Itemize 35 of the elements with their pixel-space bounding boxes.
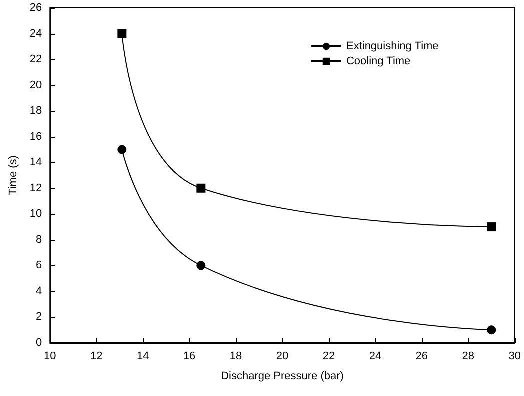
point (118, 29, 127, 38)
x-tick-label: 28 (462, 350, 475, 362)
x-axis-title: Discharge Pressure (bar) (221, 370, 344, 382)
x-tick-label: 16 (183, 350, 196, 362)
x-tick-label: 26 (416, 350, 428, 362)
y-tick-label: 24 (30, 28, 42, 40)
legend-label: Extinguishing Time (346, 40, 439, 52)
y-tick-label: 12 (30, 182, 42, 194)
point (487, 326, 496, 335)
y-axis-title: Time (s) (8, 156, 20, 196)
x-tick-label: 14 (136, 350, 150, 362)
y-tick-label: 10 (30, 208, 42, 220)
x-tick-label: 18 (230, 350, 242, 362)
x-tick-label: 10 (44, 350, 56, 362)
legend-label: Cooling Time (346, 56, 411, 68)
point (196, 261, 206, 270)
y-tick-label: 26 (30, 2, 42, 14)
point (487, 222, 496, 232)
x-tick-label: 12 (90, 350, 103, 362)
x-tick-label: 20 (276, 350, 289, 362)
y-tick-label: 14 (30, 156, 42, 169)
y-tick-label: 8 (36, 234, 42, 246)
y-tick-label: 20 (30, 79, 42, 92)
y-tick-label: 22 (30, 54, 42, 66)
x-tick-label: 30 (508, 350, 522, 362)
y-tick-label: 6 (36, 260, 42, 272)
y-tick-label: 16 (30, 130, 42, 143)
x-tick-label: 24 (369, 350, 382, 362)
y-tick-label: 2 (36, 311, 42, 324)
point (196, 184, 206, 193)
y-tick-label: 0 (36, 337, 42, 349)
y-tick-label: 18 (30, 105, 42, 118)
x-tick-label: 22 (322, 350, 336, 362)
y-tick-label: 4 (36, 285, 42, 298)
point (118, 145, 127, 154)
